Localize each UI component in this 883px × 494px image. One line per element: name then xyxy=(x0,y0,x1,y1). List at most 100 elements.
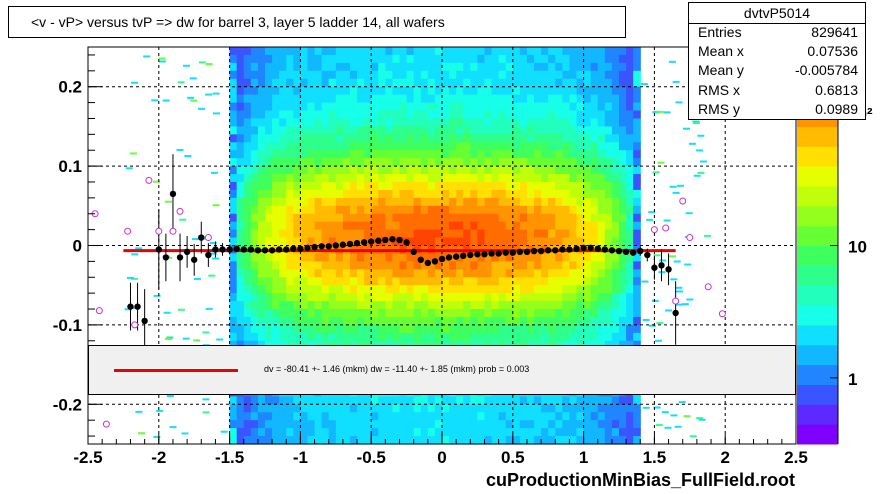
density-cell xyxy=(484,94,493,104)
density-cell xyxy=(562,62,571,72)
density-cell xyxy=(470,229,478,239)
density-cell xyxy=(484,253,493,262)
density-cell xyxy=(293,229,301,239)
density-cell xyxy=(413,158,422,167)
density-cell xyxy=(548,237,556,247)
density-cell xyxy=(512,253,521,262)
density-cell xyxy=(534,86,542,96)
density-cell xyxy=(569,436,578,445)
density-cell xyxy=(378,94,386,104)
density-cell xyxy=(548,142,556,151)
density-cell xyxy=(272,166,280,175)
density-cell xyxy=(420,253,429,262)
density-cell xyxy=(541,62,549,72)
density-cell xyxy=(583,332,592,342)
density-cell xyxy=(449,269,457,278)
density-cell xyxy=(604,110,613,120)
density-cell xyxy=(548,316,556,326)
density-cell xyxy=(470,277,478,286)
density-cell xyxy=(272,126,280,135)
density-cell xyxy=(619,205,627,215)
density-cell xyxy=(534,94,542,104)
density-cell xyxy=(335,110,344,120)
density-cell xyxy=(491,221,500,231)
density-cell xyxy=(342,150,351,159)
open-point xyxy=(145,176,153,184)
density-cell xyxy=(512,237,521,247)
palette-step xyxy=(797,424,838,445)
density-cell xyxy=(279,102,287,112)
density-cell xyxy=(456,78,464,88)
density-cell xyxy=(349,126,358,135)
density-cell xyxy=(392,150,401,159)
density-cell xyxy=(526,237,535,247)
density-cell xyxy=(413,126,422,135)
density-cell xyxy=(548,253,556,262)
density-cell xyxy=(569,70,578,80)
density-cell xyxy=(236,166,245,175)
density-cell xyxy=(250,70,259,80)
density-cell xyxy=(626,269,634,278)
density-cell xyxy=(548,197,556,207)
density-cell xyxy=(619,134,627,143)
density-cell xyxy=(335,316,344,326)
density-cell xyxy=(442,221,450,231)
density-cell xyxy=(385,213,394,223)
profile-point xyxy=(233,245,240,252)
density-cell xyxy=(279,166,287,175)
open-point xyxy=(131,321,139,329)
density-cell xyxy=(236,261,245,270)
density-cell xyxy=(250,118,259,127)
density-cell xyxy=(505,134,514,143)
density-cell xyxy=(427,332,436,342)
density-cell xyxy=(597,54,606,64)
density-cell xyxy=(619,94,627,104)
density-cell xyxy=(512,47,521,56)
density-cell xyxy=(236,78,245,88)
density-cell xyxy=(265,412,273,421)
density-cell xyxy=(597,47,606,56)
density-cell xyxy=(229,62,238,72)
density-cell xyxy=(512,166,521,175)
density-cell xyxy=(562,47,571,56)
density-cell xyxy=(519,428,528,437)
density-cell xyxy=(229,277,238,286)
density-cell xyxy=(534,412,542,421)
density-cell xyxy=(413,253,422,262)
density-cell xyxy=(349,47,358,56)
density-cell xyxy=(491,277,500,286)
density-cell xyxy=(619,404,627,413)
density-cell xyxy=(314,54,323,64)
density-cell xyxy=(321,420,330,429)
profile-point xyxy=(637,247,644,255)
density-cell xyxy=(569,94,578,104)
density-cell xyxy=(321,301,330,310)
density-cell xyxy=(619,118,627,127)
density-cell xyxy=(456,181,464,191)
density-cell xyxy=(364,47,372,56)
density-cell xyxy=(569,229,578,239)
density-cell xyxy=(519,134,528,143)
density-cell xyxy=(385,126,394,135)
density-cell xyxy=(463,54,471,64)
density-cell xyxy=(477,54,486,64)
density-cell xyxy=(519,436,528,445)
outlier-cell xyxy=(163,311,171,314)
density-cell xyxy=(328,396,337,405)
density-cell xyxy=(512,404,521,413)
density-cell xyxy=(491,62,500,72)
density-cell xyxy=(279,174,287,183)
density-cell xyxy=(392,253,401,262)
density-cell xyxy=(569,197,578,207)
y-tick-label: 0 xyxy=(73,237,82,256)
density-cell xyxy=(590,189,599,199)
density-cell xyxy=(597,86,606,96)
density-cell xyxy=(420,261,429,270)
density-cell xyxy=(279,324,287,334)
density-cell xyxy=(349,428,358,437)
density-cell xyxy=(484,229,493,239)
outlier-cell xyxy=(674,425,682,428)
outlier-cell xyxy=(198,61,206,64)
density-cell xyxy=(534,396,542,405)
density-cell xyxy=(342,316,351,326)
